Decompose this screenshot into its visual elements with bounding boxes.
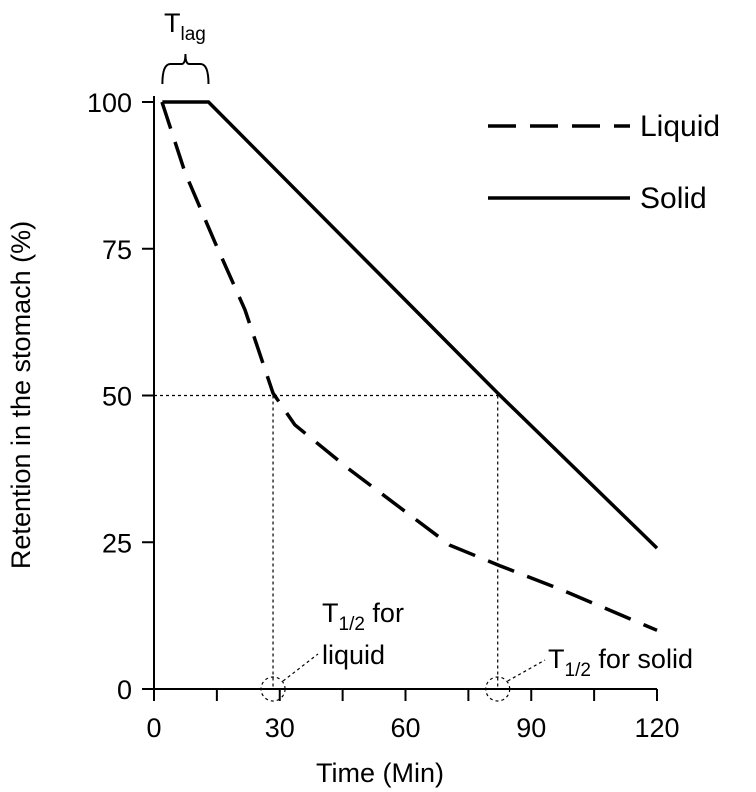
leader bbox=[282, 653, 319, 682]
x-tick-label: 0 bbox=[146, 713, 161, 743]
legend-label: Liquid bbox=[640, 110, 720, 143]
lag-label: Tlag bbox=[164, 8, 206, 45]
lag-brace bbox=[161, 53, 210, 85]
x-tick-label: 90 bbox=[516, 713, 546, 743]
x-tick-label: 120 bbox=[634, 713, 679, 743]
series-line bbox=[160, 101, 658, 632]
x-tick-label: 60 bbox=[390, 713, 420, 743]
y-axis-label: Retention in the stomach (%) bbox=[6, 221, 36, 569]
y-tick-label: 100 bbox=[87, 88, 132, 118]
half-solid-label: T1/2 for solid bbox=[548, 644, 693, 681]
y-tick-label: 25 bbox=[102, 528, 132, 558]
half-liquid-label: T1/2 for bbox=[322, 598, 404, 635]
half-liquid-label-2: liquid bbox=[322, 640, 385, 670]
half-time-marker bbox=[485, 676, 511, 702]
y-tick-label: 50 bbox=[102, 382, 132, 412]
legend-label: Solid bbox=[640, 182, 707, 215]
series-line bbox=[162, 100, 659, 550]
y-tick-label: 0 bbox=[117, 675, 132, 705]
x-axis-label: Time (Min) bbox=[316, 758, 444, 788]
half-time-marker bbox=[260, 676, 286, 702]
x-tick-label: 30 bbox=[265, 713, 295, 743]
leader bbox=[507, 659, 546, 682]
y-tick-label: 75 bbox=[102, 235, 132, 265]
